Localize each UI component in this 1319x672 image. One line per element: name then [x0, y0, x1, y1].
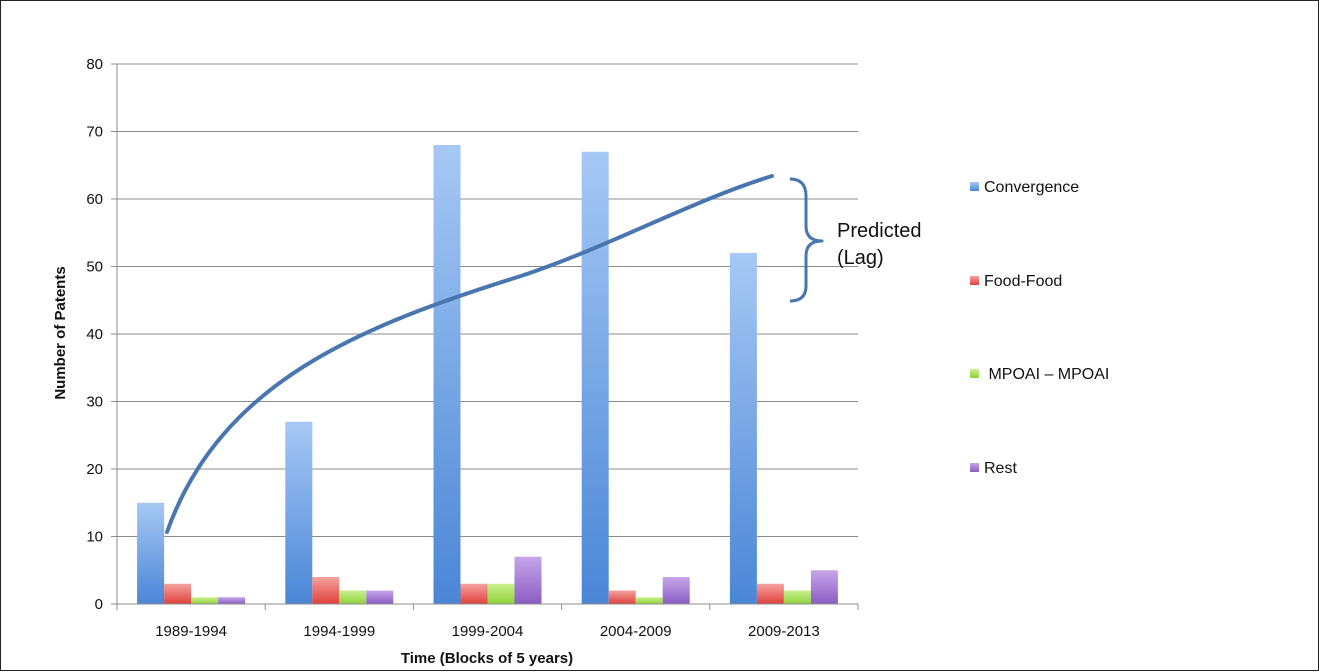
bar-food-food	[460, 583, 488, 604]
x-axis-title: Time (Blocks of 5 years)	[401, 650, 573, 667]
bars	[137, 145, 838, 604]
annotation-text: Predicted	[837, 220, 922, 242]
bar-rest	[662, 577, 690, 604]
bar-rest	[366, 590, 394, 604]
bar-food-food	[164, 583, 192, 604]
y-tick-label: 50	[86, 259, 103, 276]
y-tick-label: 10	[86, 529, 103, 546]
legend-label: Convergence	[984, 179, 1079, 196]
trend-annotation: Predicted (Lag)	[165, 174, 922, 534]
y-tick-label: 80	[86, 56, 103, 73]
bar-rest	[514, 556, 542, 604]
bar-convergence	[581, 151, 609, 604]
bar-mpoai-mpoai	[635, 597, 663, 604]
bar-mpoai-mpoai	[487, 583, 515, 604]
trend-curve	[165, 174, 774, 534]
axes: 0 10 20 30 40 50 60 70 80 1989-1994 1994-1999 1999-…	[86, 56, 859, 640]
x-tick-label: 1989-1994	[155, 623, 227, 640]
y-tick-label: 60	[86, 191, 103, 208]
bar-mpoai-mpoai	[783, 590, 811, 604]
x-tick-label: 2009-2013	[748, 623, 820, 640]
bar-convergence	[137, 502, 165, 604]
legend: Convergence Food-Food MPOAI – MPOAI Rest	[970, 179, 1109, 477]
bar-mpoai-mpoai	[191, 597, 219, 604]
legend-swatch	[970, 369, 979, 378]
bar-mpoai-mpoai	[339, 590, 367, 604]
legend-label: MPOAI – MPOAI	[984, 366, 1109, 383]
legend-swatch	[970, 463, 979, 472]
y-tick-label: 30	[86, 394, 103, 411]
x-tick-label: 1999-2004	[452, 623, 524, 640]
bar-food-food	[756, 583, 784, 604]
bar-convergence	[285, 421, 313, 604]
y-tick-label: 40	[86, 326, 103, 343]
bar-food-food	[312, 577, 340, 604]
legend-label: Rest	[984, 460, 1017, 477]
legend-swatch	[970, 276, 979, 285]
y-tick-label: 20	[86, 461, 103, 478]
x-tick-label: 2004-2009	[600, 623, 672, 640]
annotation-text: (Lag)	[837, 247, 884, 269]
legend-swatch	[970, 182, 979, 191]
gridlines	[117, 63, 858, 537]
bar-rest	[810, 570, 838, 604]
lag-brace	[789, 177, 824, 303]
x-tick-label: 1994-1999	[303, 623, 375, 640]
bar-food-food	[608, 590, 636, 604]
bar-rest	[218, 597, 246, 604]
legend-label: Food-Food	[984, 273, 1062, 290]
y-tick-label: 70	[86, 124, 103, 141]
y-axis-title: Number of Patents	[52, 266, 69, 399]
y-tick-label: 0	[95, 596, 103, 613]
bar-convergence	[433, 145, 461, 604]
bar-convergence	[729, 253, 757, 604]
